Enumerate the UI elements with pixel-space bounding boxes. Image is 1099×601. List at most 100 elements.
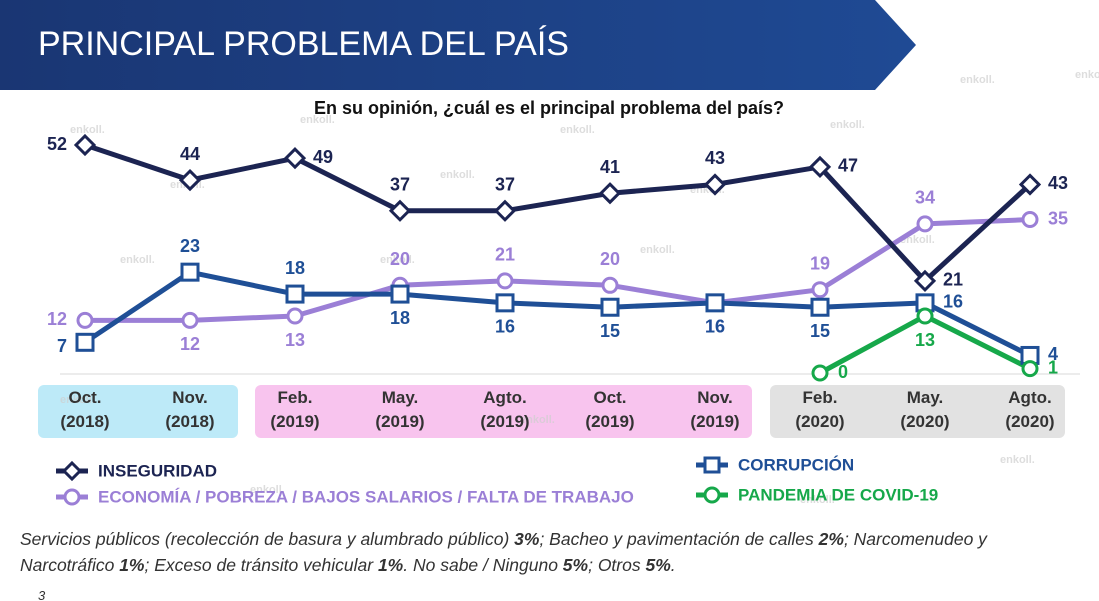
legend-marker	[63, 488, 81, 506]
data-label: 13	[285, 330, 305, 350]
x-tick-label: Oct. (2018)	[60, 388, 109, 431]
chart-title: PRINCIPAL PROBLEMA DEL PAÍS	[38, 25, 569, 63]
data-label: 34	[915, 188, 935, 208]
page-number: 3	[38, 588, 46, 601]
marker	[73, 133, 97, 157]
data-label: 18	[390, 308, 410, 328]
data-label: 37	[390, 175, 410, 195]
data-label: 43	[705, 148, 725, 168]
marker	[600, 297, 620, 317]
footnote-text: ; Otros	[588, 555, 646, 575]
marker	[390, 284, 410, 304]
data-label: 21	[943, 270, 963, 290]
legend-label: PANDEMIA DE COVID-19	[738, 485, 938, 504]
series-line	[84, 142, 1032, 284]
marker	[601, 276, 619, 294]
x-tick-label: May. (2019)	[375, 388, 424, 431]
marker	[283, 147, 307, 170]
data-label: 16	[705, 317, 725, 337]
footnote-value: 5%	[562, 555, 589, 575]
legend-marker	[61, 460, 83, 482]
watermark: enkoll.	[1000, 454, 1035, 466]
legend-label: INSEGURIDAD	[98, 461, 217, 480]
x-tick-label: Nov. (2018)	[165, 388, 214, 431]
data-label: 44	[180, 144, 200, 164]
marker	[180, 262, 200, 282]
data-label: 35	[1048, 208, 1068, 228]
watermark: enkoll.	[60, 394, 95, 406]
data-label: 37	[495, 175, 515, 195]
x-tick-label: Feb. (2019)	[270, 388, 319, 431]
legend-label: ECONOMÍA / POBREZA / BAJOS SALARIOS / FA…	[98, 487, 634, 506]
footnote-text: Servicios públicos (recolección de basur…	[20, 529, 515, 549]
footnote-text: .	[670, 555, 676, 575]
legend-marker	[703, 456, 721, 474]
marker	[810, 297, 830, 317]
marker	[811, 364, 829, 382]
marker	[811, 281, 829, 299]
marker	[285, 284, 305, 304]
marker	[913, 269, 937, 293]
data-label: 16	[705, 317, 725, 337]
data-label: 16	[943, 292, 963, 312]
data-label: 20	[390, 249, 410, 269]
chart-subtitle: En su opinión, ¿cuál es el principal pro…	[314, 98, 784, 118]
legend-marker	[703, 486, 721, 504]
marker	[916, 307, 934, 325]
data-label: 15	[810, 321, 830, 341]
watermark: enkoll.	[380, 254, 415, 266]
footnote-value: 5%	[645, 555, 671, 575]
header-banner	[0, 0, 916, 90]
marker	[181, 311, 199, 329]
data-label: 49	[313, 147, 333, 167]
data-label: 13	[915, 330, 935, 350]
x-tick-label: Agto. (2019)	[480, 388, 529, 431]
marker	[286, 307, 304, 325]
x-tick-label: Agto. (2020)	[1005, 388, 1054, 431]
data-label: 21	[495, 245, 515, 265]
footnote-value: 1%	[119, 555, 145, 575]
watermark: enkoll.	[70, 124, 105, 136]
data-label: 18	[285, 258, 305, 278]
data-label: 15	[600, 321, 620, 341]
series-line	[83, 269, 1032, 358]
data-label: 1	[1048, 357, 1058, 377]
footnote-value: 1%	[377, 555, 404, 575]
footnote: Servicios públicos (recolección de basur…	[20, 526, 1070, 578]
footnote-text: ; Bacheo y pavimentación de calles	[539, 529, 819, 549]
data-label: 0	[838, 362, 848, 382]
marker	[916, 215, 934, 233]
watermark: enkoll.	[120, 254, 155, 266]
marker	[388, 199, 412, 222]
watermark: enkoll.	[800, 494, 835, 506]
marker	[808, 155, 832, 179]
series-line	[85, 217, 1031, 323]
data-label: 20	[600, 249, 620, 269]
data-label: 41	[600, 157, 620, 177]
marker	[703, 173, 727, 196]
footnote-text: ; Narcomenudeo y Narcotráfico	[20, 529, 987, 575]
footnote-text: . No sabe / Ninguno	[403, 555, 563, 575]
period-band	[255, 385, 752, 438]
watermark: enkoll.	[520, 414, 555, 426]
watermark: enkoll.	[1075, 69, 1099, 81]
marker	[496, 272, 514, 290]
footnote-text: ; Exceso de tránsito vehicular	[144, 555, 378, 575]
watermark: enkoll.	[440, 169, 475, 181]
data-label: 4	[1048, 344, 1058, 364]
watermark: enkoll.	[560, 124, 595, 136]
legend-label: CORRUPCIÓN	[738, 455, 854, 474]
marker	[178, 168, 202, 192]
period-band	[770, 385, 1065, 438]
watermark: enkoll.	[250, 484, 285, 496]
x-tick-label: Nov. (2019)	[690, 388, 739, 431]
watermark: enkoll.	[830, 119, 865, 131]
marker	[705, 293, 725, 313]
marker	[1021, 211, 1039, 229]
footnote-value: 3%	[514, 529, 540, 549]
x-tick-label: May. (2020)	[900, 388, 949, 431]
marker	[76, 311, 94, 329]
data-label: 23	[180, 236, 200, 256]
x-tick-label: Oct. (2019)	[585, 388, 634, 431]
footnote-value: 2%	[818, 529, 844, 549]
